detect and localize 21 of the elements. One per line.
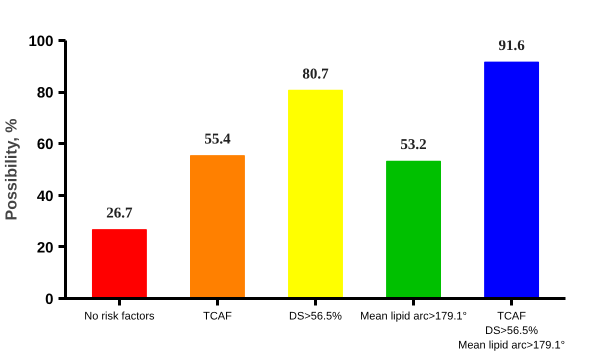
x-tick-label: DS>56.5% [289,310,342,322]
bar [288,90,343,298]
bar [92,229,147,298]
data-label: 91.6 [498,38,526,54]
bar [386,160,441,298]
bar [190,155,245,298]
y-axis-title: Possibility, % [3,118,20,220]
y-tick-label: 100 [28,33,54,50]
data-label: 80.7 [302,66,330,82]
y-tick-label: 80 [36,84,54,102]
bar [484,62,540,298]
x-tick-label: Mean lipid arc>179.1° [360,310,467,322]
data-label: 26.7 [106,206,134,222]
x-tick-label: TCAF [203,310,232,322]
y-tick-label: 0 [45,291,54,308]
y-tick-label: 60 [36,136,54,154]
y-tick-label: 40 [36,188,54,205]
y-tick-label: 20 [36,239,54,256]
x-tick-label: No risk factors [84,310,156,322]
data-label: 53.2 [400,137,427,154]
data-label: 55.4 [204,132,232,148]
